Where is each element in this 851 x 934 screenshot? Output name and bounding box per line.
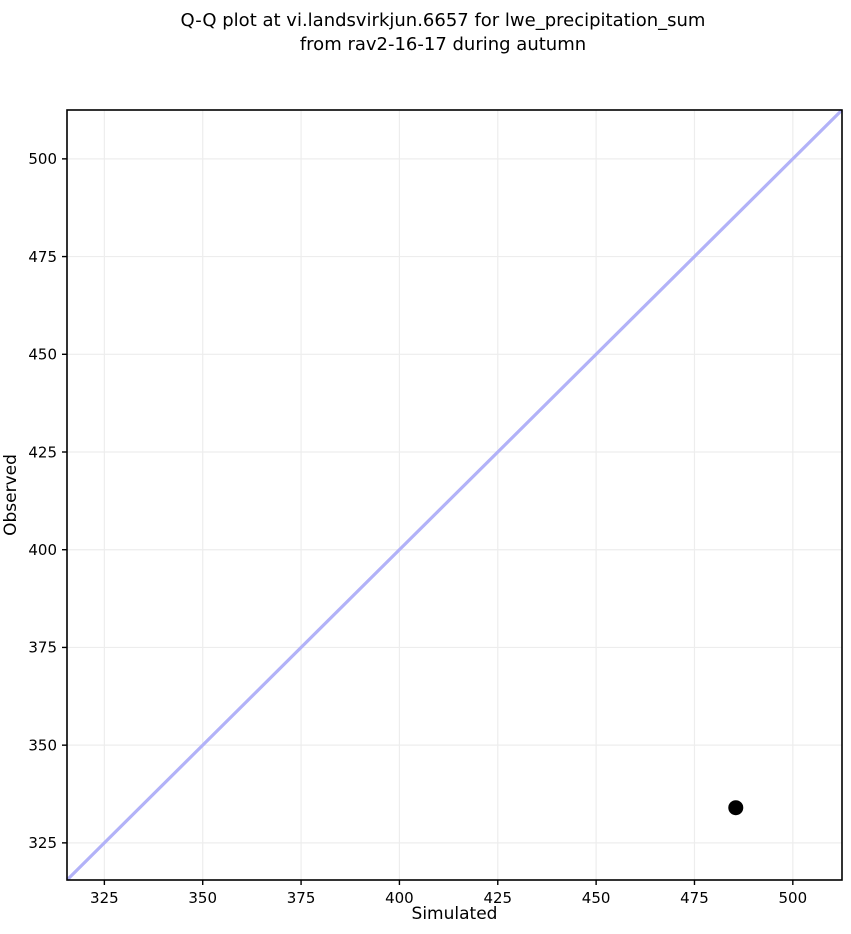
y-tick-label: 500 (28, 150, 57, 168)
x-tick-label: 450 (582, 889, 611, 907)
quantile-point (728, 800, 744, 816)
y-tick-label: 400 (28, 541, 57, 559)
y-tick-label: 450 (28, 346, 57, 364)
x-tick-label: 325 (90, 889, 119, 907)
x-tick-label: 475 (680, 889, 709, 907)
y-tick-label: 325 (28, 834, 57, 852)
y-tick-label: 350 (28, 736, 57, 754)
x-tick-label: 375 (287, 889, 316, 907)
x-tick-label: 500 (779, 889, 808, 907)
chart-title-line2: from rav2-16-17 during autumn (299, 34, 587, 55)
x-tick-label: 350 (188, 889, 217, 907)
y-axis-label: Observed (1, 454, 21, 536)
x-axis-label: Simulated (412, 904, 498, 924)
y-tick-label: 425 (28, 443, 57, 461)
chart-title-line1: Q-Q plot at vi.landsvirkjun.6657 for lwe… (180, 10, 706, 31)
y-tick-label: 375 (28, 639, 57, 657)
x-tick-label: 425 (483, 889, 512, 907)
identity-line (65, 108, 844, 882)
x-tick-label: 400 (385, 889, 414, 907)
chart-title: Q-Q plot at vi.landsvirkjun.6657 for lwe… (181, 9, 706, 57)
y-tick-label: 475 (28, 248, 57, 266)
plot-border (66, 109, 843, 881)
